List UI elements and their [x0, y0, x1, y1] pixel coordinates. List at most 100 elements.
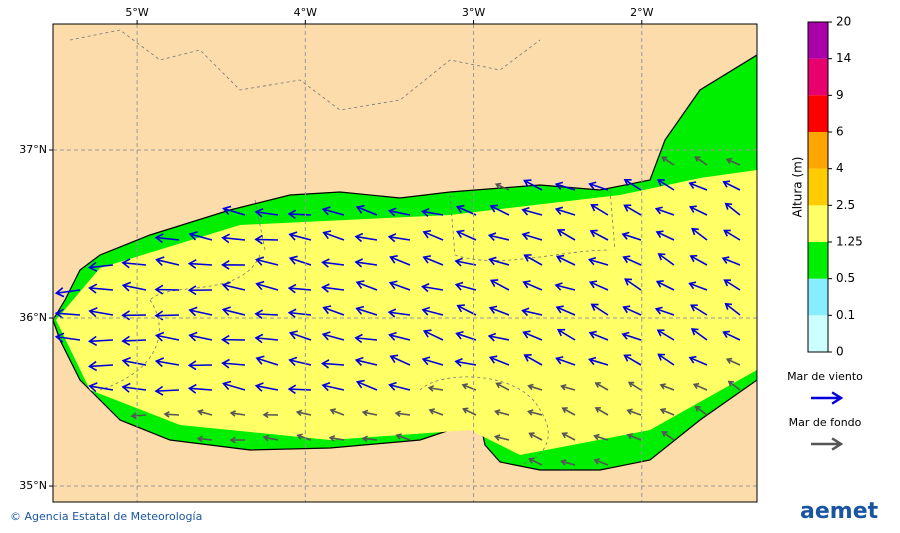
arrow: [54, 332, 81, 343]
colorbar-segment: [808, 315, 828, 352]
arrow: [254, 234, 279, 245]
arrow: [288, 231, 312, 241]
arrow: [494, 182, 510, 191]
arrow: [623, 204, 642, 216]
arrow: [623, 354, 642, 366]
arrow: [454, 357, 477, 367]
arrow: [87, 335, 114, 347]
legend-label: Mar de fondo: [789, 416, 862, 429]
borders: [69, 29, 616, 466]
colorbar-segment: [808, 168, 828, 206]
arrow: [494, 409, 510, 416]
colorbar-segment: [808, 205, 828, 242]
arrow: [361, 409, 378, 417]
arrow: [560, 459, 576, 466]
arrow: [387, 308, 411, 318]
arrow: [121, 382, 147, 393]
arrow: [187, 285, 213, 296]
x-tick-label: 5°W: [125, 6, 148, 19]
arrow: [221, 334, 246, 345]
arrow: [528, 457, 543, 466]
arrow: [554, 181, 576, 191]
arrow: [488, 355, 510, 366]
arrow: [694, 405, 708, 416]
arrow: [561, 432, 576, 441]
arrow: [623, 178, 642, 191]
arrow: [428, 408, 444, 416]
arrow: [287, 209, 312, 220]
arrow: [454, 257, 477, 267]
arrow: [288, 330, 312, 341]
arrow: [187, 259, 213, 269]
arrow: [522, 330, 543, 341]
arrow: [588, 280, 609, 291]
map-area: [53, 24, 757, 502]
arrow: [354, 333, 378, 344]
arrow: [624, 278, 642, 291]
arrow: [694, 156, 708, 166]
arrow: [656, 329, 675, 341]
arrow: [322, 305, 345, 316]
arrow: [154, 385, 180, 396]
arrow: [388, 280, 411, 291]
arrow: [556, 229, 576, 241]
arrow: [196, 435, 213, 443]
arrow: [395, 433, 411, 441]
sea-moderate: [56, 170, 757, 455]
arrow: [689, 304, 708, 316]
arrow: [421, 356, 444, 366]
y-tick-label: 37°N: [19, 143, 47, 156]
arrow: [329, 408, 345, 416]
arrow: [554, 282, 576, 291]
arrow: [188, 331, 213, 342]
arrow: [721, 256, 741, 266]
arrow: [527, 409, 543, 416]
arrow: [722, 330, 741, 341]
arrow: [229, 410, 246, 417]
arrow: [422, 329, 444, 341]
arrow: [355, 204, 378, 216]
arrow: [221, 281, 246, 292]
arrow: [725, 357, 741, 366]
graticule: 5°W 4°W 3°W 2°W 35°N 36°N 37°N: [19, 6, 757, 502]
arrow: [321, 206, 345, 216]
arrow: [689, 254, 708, 266]
arrow: [354, 356, 378, 366]
arrow: [154, 284, 180, 295]
arrow: [154, 357, 180, 368]
colorbar-frame: [807, 21, 829, 353]
arrow: [590, 303, 609, 316]
arrow: [723, 279, 741, 291]
arrow: [561, 407, 576, 416]
arrow: [688, 181, 708, 191]
arrow: [296, 433, 312, 441]
arrow: [722, 180, 741, 191]
arrow: [455, 229, 477, 241]
arrow: [389, 255, 411, 266]
legend: Mar de viento Mar de fondo: [787, 370, 863, 451]
arrow: [394, 410, 411, 417]
arrow: [554, 206, 576, 216]
arrow: [487, 232, 510, 242]
arrow: [54, 308, 81, 319]
arrow: [163, 411, 180, 418]
colorbar-label: 2.5: [836, 198, 855, 212]
arrow: [657, 353, 675, 366]
arrow: [724, 302, 741, 316]
colorbar-segment: [808, 22, 828, 59]
arrow: [489, 279, 510, 291]
arrow: [656, 179, 675, 191]
arrow: [255, 256, 279, 266]
arrow: [657, 253, 675, 266]
colorbar-segment: [808, 58, 828, 96]
arrow: [121, 335, 147, 346]
arrow: [724, 202, 741, 216]
arrow: [661, 431, 675, 441]
arrow: [462, 407, 477, 416]
colorbar-label: 9: [836, 88, 844, 102]
colorbar-label: 1.25: [836, 235, 863, 249]
arrow: [254, 309, 279, 320]
arrow: [387, 233, 411, 243]
arrow: [587, 256, 609, 266]
